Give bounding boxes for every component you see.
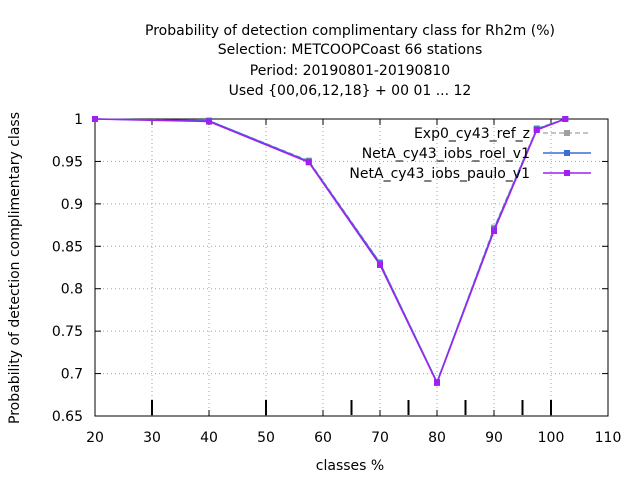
x-tick-label: 70: [371, 430, 389, 446]
x-tick-label: 20: [86, 430, 104, 446]
y-axis-label: Probability of detection complimentary c…: [7, 112, 23, 424]
x-axis-label: classes %: [316, 458, 384, 474]
x-tick-label: 80: [428, 430, 446, 446]
y-tick-label: 0.95: [52, 154, 83, 170]
y-tick-label: 0.75: [52, 324, 83, 340]
chart-subtitle-used: Used {00,06,12,18} + 00 01 ... 12: [229, 83, 472, 99]
x-tick-label: 30: [143, 430, 161, 446]
data-point: [434, 379, 440, 386]
legend-label: NetA_cy43_iobs_roel_v1: [362, 146, 530, 162]
data-point: [92, 116, 98, 122]
data-point: [206, 118, 212, 125]
data-point: [533, 127, 540, 134]
plot-frame: [94, 118, 609, 417]
y-tick-label: 1: [74, 112, 83, 128]
y-tick-label: 0.7: [61, 367, 83, 383]
class-limit-marks: [151, 400, 552, 415]
x-tick-label: 40: [200, 430, 218, 446]
grid: [95, 119, 608, 416]
series-3: [92, 116, 569, 386]
chart-subtitle-selection: Selection: METCOOPCoast 66 stations: [218, 42, 483, 58]
x-tick-label: 60: [314, 430, 332, 446]
y-tick-label: 0.85: [52, 239, 83, 255]
y-tick-label: 0.9: [61, 197, 83, 213]
legend-swatch-marker: [564, 150, 570, 156]
y-tick-label: 0.8: [61, 282, 83, 298]
axis-ticks: 20 30 40 50 60 70 80 90 100 110 0.65 0.7 0.75 0.8 0.85…: [52, 112, 622, 446]
legend-swatch-marker: [564, 130, 570, 136]
chart-title-block: Probability of detection complimentary c…: [145, 23, 555, 99]
series-layer: [92, 116, 569, 386]
chart-title: Probability of detection complimentary c…: [145, 23, 555, 39]
data-point: [377, 261, 383, 268]
y-tick-label: 0.65: [52, 409, 83, 425]
data-point: [305, 159, 312, 166]
data-point: [491, 228, 497, 235]
x-tick-label: 90: [485, 430, 503, 446]
chart-subtitle-period: Period: 20190801-20190810: [250, 63, 450, 79]
legend-label: Exp0_cy43_ref_z: [414, 126, 530, 142]
legend-label: NetA_cy43_iobs_paulo_v1: [349, 166, 530, 182]
legend: Exp0_cy43_ref_z NetA_cy43_iobs_roel_v1 Net…: [349, 126, 591, 182]
x-tick-label: 50: [257, 430, 275, 446]
series-line: [94, 118, 566, 385]
x-tick-label: 110: [595, 430, 622, 446]
x-tick-label: 100: [538, 430, 565, 446]
data-point: [562, 116, 569, 122]
legend-swatch-marker: [564, 170, 570, 176]
